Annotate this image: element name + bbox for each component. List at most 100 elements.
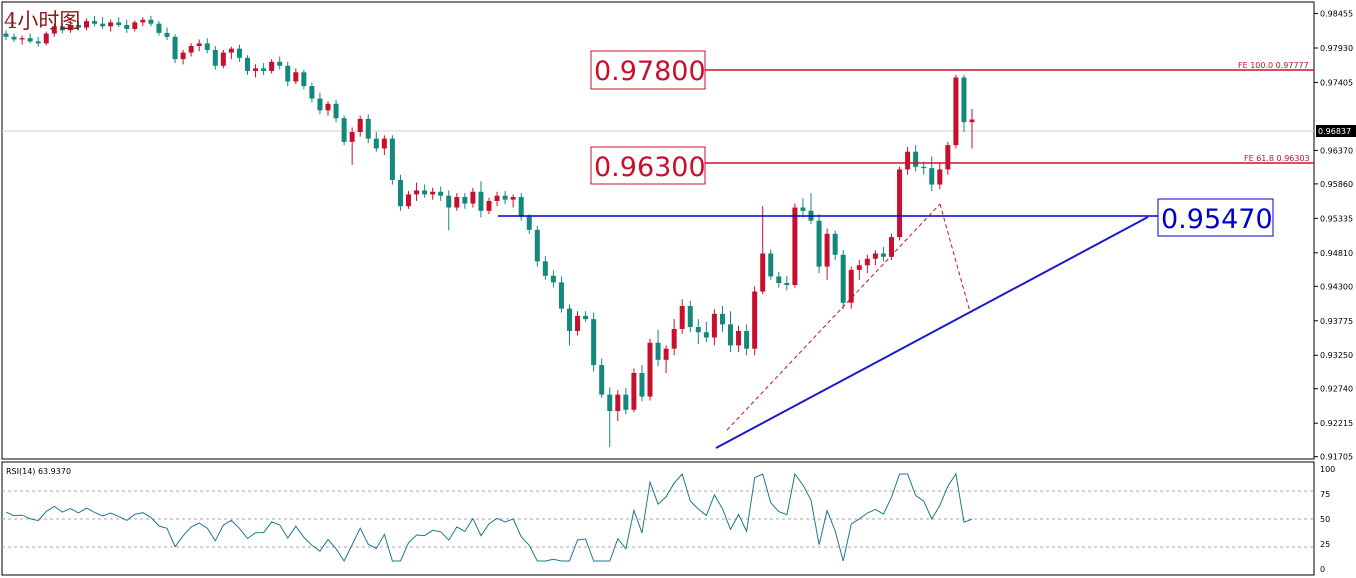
price-tick-label: 0.96370 xyxy=(1320,146,1353,155)
candle-body xyxy=(156,23,162,33)
candle-body xyxy=(84,21,89,28)
price-tick-label: 0.97930 xyxy=(1320,44,1353,53)
candle-body xyxy=(663,348,669,360)
candle-body xyxy=(397,179,403,207)
candle-body xyxy=(921,166,927,169)
candle-body xyxy=(293,72,299,82)
candle-body xyxy=(567,308,572,331)
candle-body xyxy=(872,253,878,259)
candle-body xyxy=(510,197,516,200)
candle-body xyxy=(518,197,524,217)
rsi-label: RSI(14) 63.9370 xyxy=(6,467,71,476)
current-price-label: 0.96837 xyxy=(1318,127,1351,136)
candle-body xyxy=(671,328,677,349)
candle-body xyxy=(687,306,693,328)
candle-body xyxy=(961,77,967,123)
candle-body xyxy=(365,118,371,139)
candle-body xyxy=(277,61,283,66)
candle-body xyxy=(19,38,25,40)
price-axis: 0.98455 0.97930 0.97405 0.96370 0.95860 0.953… xyxy=(1314,10,1353,462)
candle-body xyxy=(953,77,959,146)
candle-body xyxy=(180,52,186,60)
price-tick-label: 0.93250 xyxy=(1320,351,1353,360)
candle-body xyxy=(929,168,935,185)
candle-body xyxy=(889,237,894,257)
rsi-tick-label: 25 xyxy=(1320,540,1330,549)
candle-body xyxy=(615,394,621,412)
candle-body xyxy=(132,22,138,29)
candle-body xyxy=(212,49,218,66)
price-tick-label: 0.91705 xyxy=(1320,453,1353,462)
candle-body xyxy=(333,103,339,119)
candle-body xyxy=(236,48,242,58)
candle-body xyxy=(220,52,226,66)
current-price-tag xyxy=(1316,125,1356,137)
candle-body xyxy=(599,365,605,395)
candle-body xyxy=(140,19,146,23)
candle-body xyxy=(494,195,500,201)
level-box-0.95470 xyxy=(1157,198,1274,237)
candle-body xyxy=(172,36,178,60)
candle-body xyxy=(422,190,428,195)
candle-body xyxy=(897,169,903,238)
candle-body xyxy=(639,372,645,397)
price-tick-label: 0.93775 xyxy=(1320,317,1353,326)
candle-body xyxy=(325,103,331,111)
candle-body xyxy=(261,68,267,71)
candle-body xyxy=(164,32,170,37)
candle-body xyxy=(3,33,9,37)
candle-body xyxy=(462,197,468,204)
fe-note: FE 100.0 0.97777 xyxy=(1238,61,1309,70)
fe-note: FE 61.8 0.96303 xyxy=(1244,154,1310,163)
price-tick-label: 0.94810 xyxy=(1320,249,1353,258)
candle-body xyxy=(301,72,307,87)
candle-body xyxy=(880,253,886,257)
candle-body xyxy=(542,261,548,276)
candle-body xyxy=(43,33,49,44)
candle-body xyxy=(526,216,532,230)
rsi-tick-label: 0 xyxy=(1320,565,1325,574)
candle-body xyxy=(75,25,81,28)
candle-body xyxy=(124,25,130,29)
level-label: 0.97800 xyxy=(594,56,706,87)
candle-body xyxy=(558,282,564,309)
candle-body xyxy=(486,200,492,211)
candle-body xyxy=(784,283,790,285)
candle-body xyxy=(856,265,862,270)
candle-body xyxy=(736,330,742,346)
chart-title: 4小时图 xyxy=(4,9,80,33)
price-tick-label: 0.94300 xyxy=(1320,282,1353,291)
candle-body xyxy=(768,253,774,277)
price-tick-label: 0.92215 xyxy=(1320,419,1353,428)
candle-body xyxy=(108,22,114,27)
candle-body xyxy=(816,220,822,267)
candle-body xyxy=(575,315,581,331)
candle-body xyxy=(534,229,540,262)
candle-body xyxy=(59,26,65,31)
candle-body xyxy=(607,394,613,412)
price-tick-label: 0.92740 xyxy=(1320,385,1353,394)
candle-body xyxy=(647,342,653,397)
candle-body xyxy=(67,25,73,31)
candle-body xyxy=(623,394,629,410)
candle-body xyxy=(188,46,194,53)
candle-body xyxy=(228,48,234,53)
candle-body xyxy=(349,132,355,142)
fibo-measure-line xyxy=(726,203,941,431)
rsi-axis: 100 75 50 25 0 xyxy=(1320,465,1335,574)
candle-body xyxy=(357,118,363,133)
rsi-line xyxy=(5,472,973,563)
level-label: 0.96300 xyxy=(594,152,706,183)
candle-body xyxy=(414,190,420,195)
candle-body xyxy=(840,254,846,303)
candle-body xyxy=(470,191,476,204)
candle-body xyxy=(389,138,395,180)
candle-body xyxy=(776,276,782,284)
candle-body xyxy=(406,194,411,207)
candle-body xyxy=(583,315,589,320)
trend-line xyxy=(715,216,1149,449)
candle-body xyxy=(703,332,709,338)
candle-body xyxy=(51,26,57,34)
candle-body xyxy=(100,23,106,27)
